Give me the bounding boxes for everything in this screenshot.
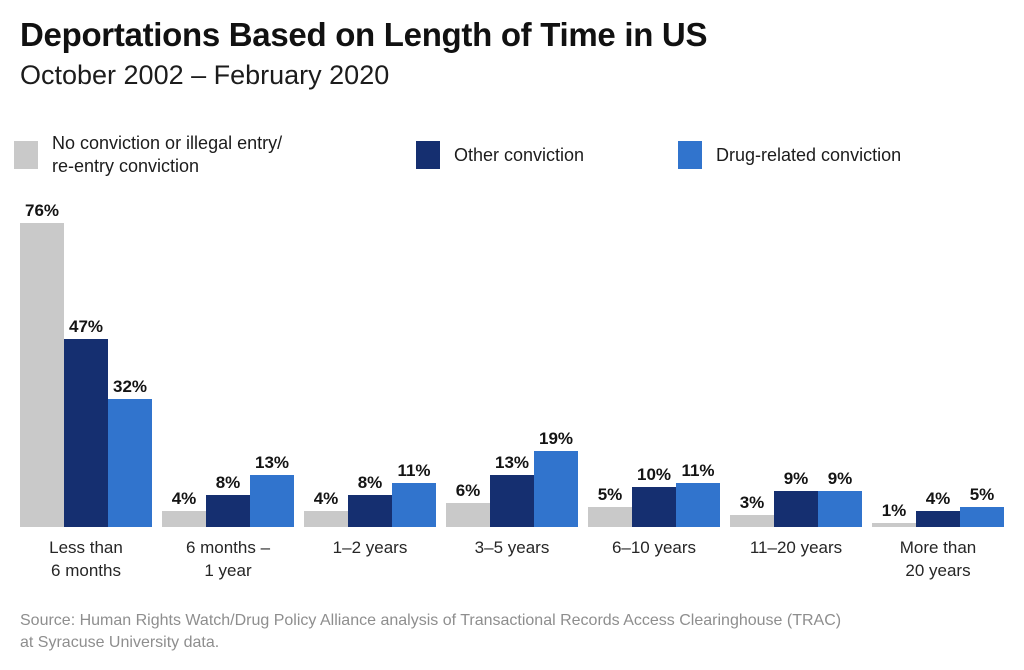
category-label: 1–2 years	[332, 538, 408, 557]
bar-group: 4% 8% 11% 1–2 years	[304, 221, 436, 582]
bar: 4%	[162, 489, 206, 527]
value-label: 32%	[112, 377, 148, 396]
category-label: 11–20 years	[749, 538, 843, 557]
bar-stack: 5% 10% 11%	[588, 221, 720, 527]
bar: 9%	[818, 469, 862, 527]
chart-title: Deportations Based on Length of Time in …	[20, 16, 708, 53]
bar: 1%	[872, 501, 916, 527]
value-label: 9%	[783, 469, 809, 488]
bar-stack: 76% 47% 32%	[20, 201, 152, 527]
bar-chart: 76% 47% 32% Less than 6 months 4% 8% 13% 6 mont…	[20, 201, 1004, 582]
legend-swatch-other-conviction	[416, 141, 440, 169]
value-label: 47%	[68, 317, 104, 336]
bar: 76%	[20, 201, 64, 527]
legend-swatch-drug-conviction	[678, 141, 702, 169]
bar: 8%	[348, 473, 392, 527]
bar: 5%	[960, 485, 1004, 527]
bar: 13%	[250, 453, 294, 527]
bar-stack: 3% 9% 9%	[730, 221, 862, 527]
bar: 19%	[534, 429, 578, 527]
bar: 32%	[108, 377, 152, 527]
category-label: 6 months – 1 year	[185, 538, 271, 580]
value-label: 13%	[254, 453, 290, 472]
value-label: 19%	[538, 429, 574, 448]
bar-stack: 4% 8% 13%	[162, 221, 294, 527]
value-label: 13%	[494, 453, 530, 472]
category-label: 3–5 years	[474, 538, 550, 557]
value-label: 3%	[739, 493, 765, 512]
value-label: 5%	[969, 485, 995, 504]
bar: 3%	[730, 493, 774, 527]
value-label: 9%	[827, 469, 853, 488]
bar-stack: 1% 4% 5%	[872, 221, 1004, 527]
value-label: 5%	[597, 485, 623, 504]
legend-item-no-conviction: No conviction or illegal entry/ re-entry…	[14, 132, 416, 178]
legend-swatch-no-conviction	[14, 141, 38, 169]
bar-group: 6% 13% 19% 3–5 years	[446, 221, 578, 582]
bar-stack: 4% 8% 11%	[304, 221, 436, 527]
value-label: 11%	[681, 461, 715, 480]
value-label: 4%	[313, 489, 339, 508]
legend-label-no-conviction: No conviction or illegal entry/ re-entry…	[52, 133, 283, 176]
value-label: 6%	[455, 481, 481, 500]
category-label: Less than 6 months	[49, 538, 123, 580]
value-label: 11%	[397, 461, 431, 480]
value-label: 76%	[24, 201, 60, 220]
legend-item-drug-conviction: Drug-related conviction	[678, 141, 1004, 169]
value-label: 10%	[636, 465, 672, 484]
bar: 47%	[64, 317, 108, 527]
value-label: 4%	[925, 489, 951, 508]
bar: 9%	[774, 469, 818, 527]
legend: No conviction or illegal entry/ re-entry…	[14, 132, 1004, 178]
legend-item-other-conviction: Other conviction	[416, 141, 678, 169]
legend-label-other-conviction: Other conviction	[454, 144, 585, 165]
bar: 11%	[676, 461, 720, 527]
bar: 8%	[206, 473, 250, 527]
chart-subtitle: October 2002 – February 2020	[20, 60, 390, 90]
legend-label-drug-conviction: Drug-related conviction	[716, 144, 902, 165]
bar: 13%	[490, 453, 534, 527]
bar-group: 1% 4% 5% More than 20 years	[872, 221, 1004, 582]
bar-group: 76% 47% 32% Less than 6 months	[20, 201, 152, 582]
category-label: 6–10 years	[611, 538, 697, 557]
bar-stack: 6% 13% 19%	[446, 221, 578, 527]
bar: 4%	[304, 489, 348, 527]
bar: 5%	[588, 485, 632, 527]
bar: 11%	[392, 461, 436, 527]
bar-group: 3% 9% 9% 11–20 years	[730, 221, 862, 582]
source-note: Source: Human Rights Watch/Drug Policy A…	[20, 612, 842, 651]
bar: 4%	[916, 489, 960, 527]
bar-group: 5% 10% 11% 6–10 years	[588, 221, 720, 582]
bar: 6%	[446, 481, 490, 527]
value-label: 1%	[881, 501, 907, 520]
category-label: More than 20 years	[899, 538, 977, 580]
value-label: 8%	[357, 473, 383, 492]
bar: 10%	[632, 465, 676, 527]
value-label: 4%	[171, 489, 197, 508]
bar-group: 4% 8% 13% 6 months – 1 year	[162, 221, 294, 582]
value-label: 8%	[215, 473, 241, 492]
